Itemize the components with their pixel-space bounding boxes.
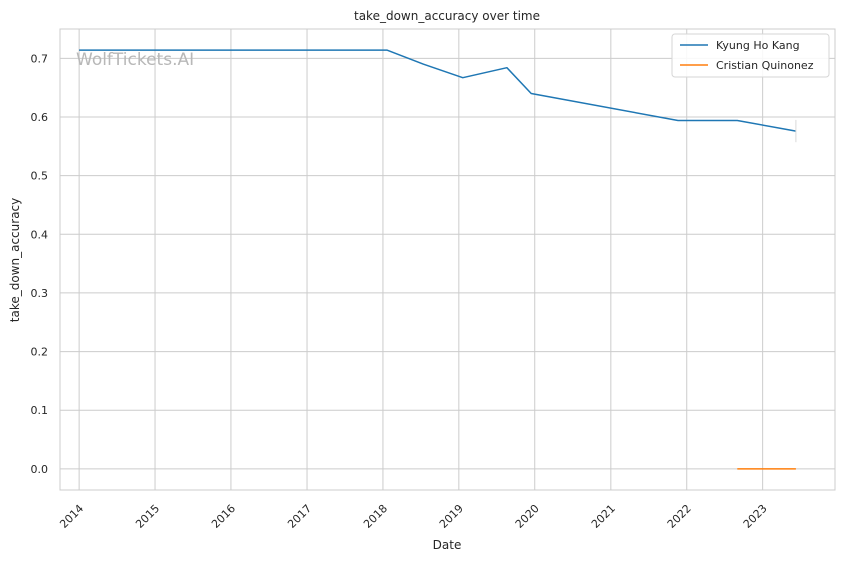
y-tick-label: 0.4	[31, 228, 49, 241]
x-tick-label: 2016	[209, 502, 238, 531]
y-tick-label: 0.5	[31, 170, 49, 183]
y-axis-tick-labels: 0.0 0.1 0.2 0.3 0.4 0.5 0.6 0.7	[31, 52, 49, 476]
series-lines	[79, 49, 797, 470]
y-tick-label: 0.3	[31, 287, 49, 300]
chart-title: take_down_accuracy over time	[354, 9, 540, 23]
x-tick-label: 2017	[285, 502, 314, 531]
legend-label-kyung-ho-kang: Kyung Ho Kang	[716, 39, 800, 52]
x-tick-label: 2020	[513, 502, 542, 531]
x-tick-label: 2019	[437, 502, 466, 531]
legend-label-cristian-quinonez: Cristian Quinonez	[716, 59, 814, 72]
watermark: WolfTickets.AI	[76, 50, 194, 70]
y-tick-label: 0.2	[31, 346, 49, 359]
legend-box	[671, 33, 830, 78]
series-line-kyung-ho-kang	[79, 49, 797, 132]
x-axis-tick-labels: 2014 2015 2016 2017 2018 2019 2020 2021 2022 2023	[57, 502, 769, 531]
y-axis-title: take_down_accuracy	[8, 198, 22, 322]
x-tick-label: 2018	[361, 502, 390, 531]
x-tick-label: 2023	[741, 502, 770, 531]
grid-lines	[60, 29, 835, 490]
x-tick-label: 2015	[133, 502, 162, 531]
y-tick-label: 0.6	[31, 111, 49, 124]
legend: Kyung Ho Kang Cristian Quinonez	[671, 33, 830, 78]
x-tick-label: 2022	[665, 502, 694, 531]
x-tick-label: 2014	[57, 502, 86, 531]
y-tick-label: 0.1	[31, 404, 49, 417]
y-tick-label: 0.0	[31, 463, 49, 476]
x-axis-title: Date	[433, 538, 462, 552]
plot-area	[59, 28, 836, 491]
y-tick-label: 0.7	[31, 52, 49, 65]
x-tick-label: 2021	[589, 502, 618, 531]
